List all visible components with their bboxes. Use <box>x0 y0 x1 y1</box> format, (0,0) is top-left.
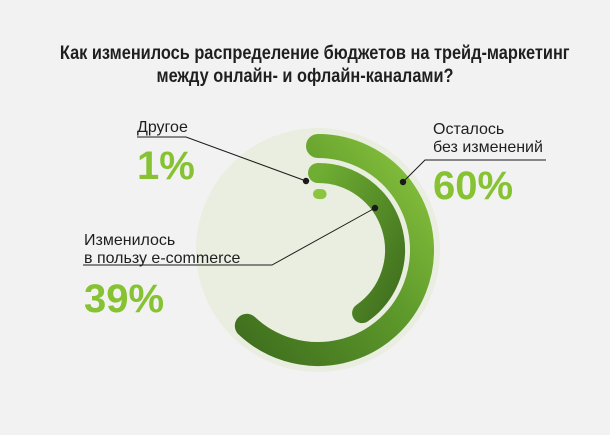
leader-line-series-2 <box>83 207 376 266</box>
arc-series-1 <box>234 134 434 366</box>
leader-dot-series-2 <box>371 204 379 212</box>
series-3-value: 1% <box>137 144 195 188</box>
leader-dot-series-1 <box>399 178 407 186</box>
series-2-label: Изменилось в пользу e-commerce <box>84 232 240 268</box>
series-1-value: 60% <box>433 164 514 208</box>
leader-lines <box>83 136 546 266</box>
chart-title-line-2: между онлайн- и офлайн-каналами? <box>156 66 454 87</box>
chart-title-line-1: Как изменилось распределение бюджетов на… <box>59 43 570 64</box>
series-3-label-line-1: Другое <box>137 119 188 136</box>
series-1-label-line-2: без изменений <box>433 139 543 156</box>
series-1-label: Осталось без изменений <box>433 121 543 157</box>
leader-dot-series-3 <box>302 177 310 185</box>
arc-series-2 <box>308 163 405 324</box>
series-1-label-line-1: Осталось <box>433 121 505 138</box>
leader-line-series-3 <box>137 136 307 182</box>
series-2-label-line-2: в пользу e-commerce <box>84 250 241 267</box>
series-2-label-line-1: Изменилось <box>84 232 176 249</box>
series-2-value: 39% <box>84 277 165 321</box>
series-3-label: Другое <box>137 119 188 137</box>
chart-title: Как изменилось распределение бюджетов на… <box>59 42 570 88</box>
leader-line-series-1 <box>402 159 546 183</box>
